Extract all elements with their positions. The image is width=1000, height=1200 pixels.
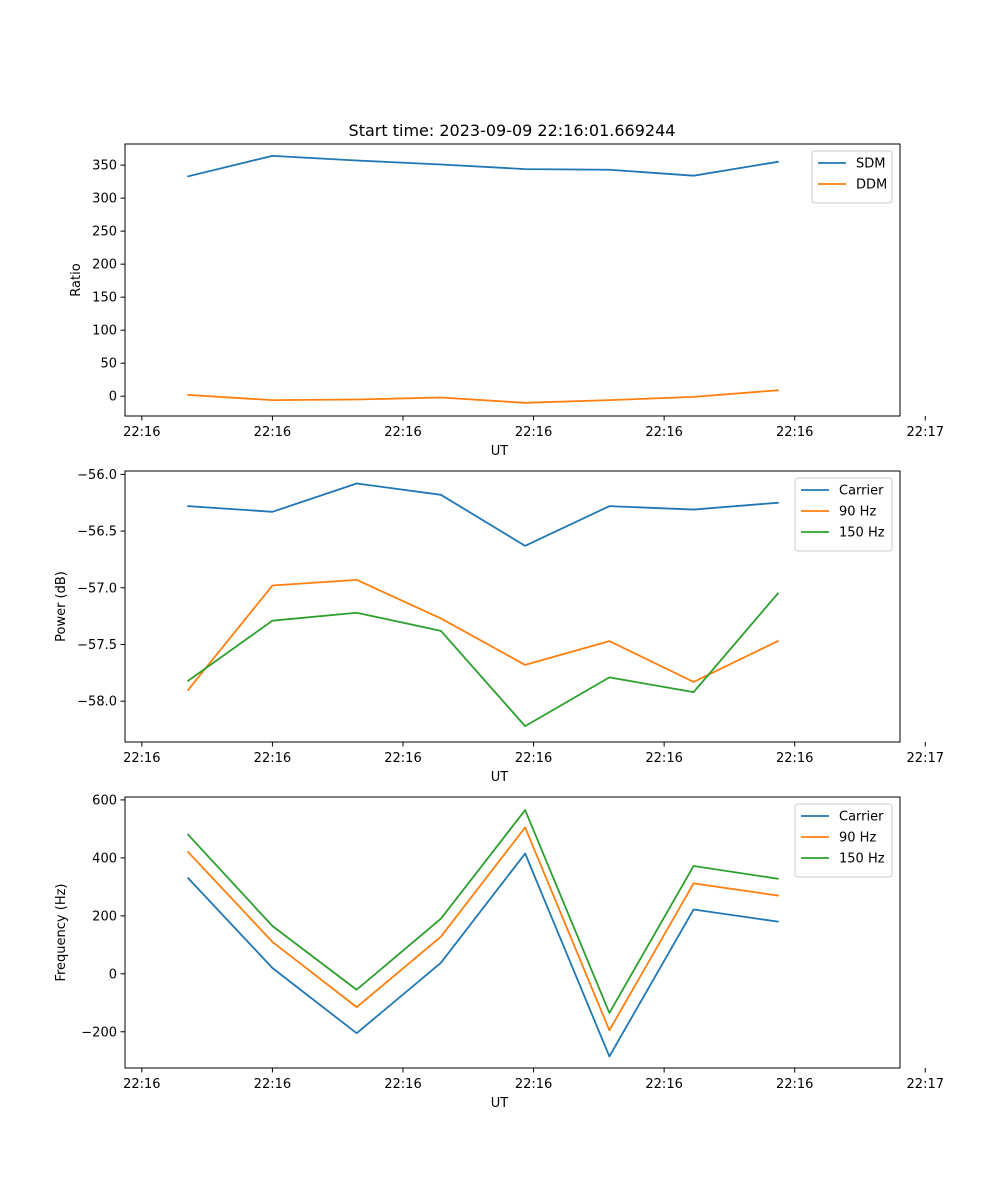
y-tick-label: 600 bbox=[92, 793, 117, 808]
panels: 22:16 22:16 22:16 22:16 22:16 22:16 22:17 0 50 10… bbox=[54, 143, 944, 1111]
y-tick-label: −200 bbox=[81, 1025, 117, 1040]
x-axis-label: UT bbox=[491, 770, 509, 785]
x-tick-label: 22:16 bbox=[123, 751, 160, 766]
series-line-150-hz bbox=[186, 809, 779, 1014]
y-tick-label: −56.0 bbox=[77, 468, 117, 483]
y-tick-label: −56.5 bbox=[77, 525, 117, 540]
x-tick-label: 22:16 bbox=[515, 425, 552, 440]
series-line-carrier bbox=[187, 482, 779, 547]
x-tick-label: 22:16 bbox=[776, 1077, 813, 1092]
series-line-ddm bbox=[187, 389, 779, 404]
x-axis-label: UT bbox=[491, 1096, 509, 1111]
series-line-carrier bbox=[186, 852, 779, 1058]
y-tick-label: −57.5 bbox=[77, 638, 117, 653]
y-tick-label: −57.0 bbox=[77, 581, 117, 596]
chart-panel-power: 22:16 22:16 22:16 22:16 22:16 22:16 22:17 −58.0… bbox=[54, 468, 944, 785]
series-line-150-hz bbox=[186, 592, 780, 728]
y-tick-label: 50 bbox=[100, 357, 117, 372]
y-axis-label: Ratio bbox=[69, 263, 84, 296]
axes-frame bbox=[124, 470, 901, 743]
x-tick-label: 22:16 bbox=[645, 425, 682, 440]
axes-frame bbox=[124, 796, 901, 1069]
y-tick-label: −58.0 bbox=[77, 695, 117, 710]
x-tick-label: 22:16 bbox=[384, 425, 421, 440]
legend-label: 90 Hz bbox=[839, 505, 876, 520]
legend-label: DDM bbox=[856, 178, 887, 193]
x-tick-label: 22:16 bbox=[515, 751, 552, 766]
y-tick-label: 100 bbox=[92, 324, 117, 339]
y-tick-label: 0 bbox=[109, 967, 117, 982]
y-axis-label: Frequency (Hz) bbox=[54, 883, 69, 981]
series-line-sdm bbox=[187, 154, 779, 178]
y-tick-label: 150 bbox=[92, 291, 117, 306]
x-tick-label: 22:16 bbox=[776, 425, 813, 440]
x-tick-label: 22:16 bbox=[254, 1077, 291, 1092]
x-tick-label: 22:16 bbox=[645, 1077, 682, 1092]
legend-label: 150 Hz bbox=[839, 852, 885, 867]
figure-title: Start time: 2023-09-09 22:16:01.669244 bbox=[349, 121, 676, 140]
x-tick-label: 22:17 bbox=[907, 751, 944, 766]
legend: Carrier 90 Hz 150 Hz bbox=[794, 803, 893, 878]
x-tick-label: 22:16 bbox=[123, 1077, 160, 1092]
y-tick-label: 300 bbox=[92, 192, 117, 207]
x-tick-label: 22:16 bbox=[776, 751, 813, 766]
x-axis-label: UT bbox=[491, 444, 509, 459]
y-tick-label: 250 bbox=[92, 225, 117, 240]
legend-label: SDM bbox=[856, 157, 885, 172]
chart-panel-frequency: 22:16 22:16 22:16 22:16 22:16 22:16 22:17 −200 0… bbox=[54, 793, 944, 1111]
x-tick-label: 22:16 bbox=[123, 425, 160, 440]
y-tick-label: 350 bbox=[92, 159, 117, 174]
x-tick-label: 22:17 bbox=[907, 1077, 944, 1092]
x-tick-label: 22:16 bbox=[384, 751, 421, 766]
x-tick-label: 22:16 bbox=[645, 751, 682, 766]
legend-label: Carrier bbox=[839, 484, 884, 499]
axes-frame bbox=[124, 143, 901, 417]
series-line-90-hz bbox=[186, 578, 780, 692]
x-tick-label: 22:16 bbox=[515, 1077, 552, 1092]
series-line-90-hz bbox=[186, 826, 779, 1032]
legend-box bbox=[811, 150, 893, 204]
y-tick-label: 400 bbox=[92, 851, 117, 866]
legend: Carrier 90 Hz 150 Hz bbox=[794, 477, 893, 552]
x-tick-label: 22:16 bbox=[254, 425, 291, 440]
y-tick-label: 200 bbox=[92, 909, 117, 924]
x-tick-label: 22:17 bbox=[907, 425, 944, 440]
chart-panel-ratio: 22:16 22:16 22:16 22:16 22:16 22:16 22:17 0 50 10… bbox=[69, 143, 944, 459]
legend-label: 150 Hz bbox=[839, 526, 885, 541]
y-tick-label: 0 bbox=[109, 390, 117, 405]
y-tick-label: 200 bbox=[92, 258, 117, 273]
legend-label: Carrier bbox=[839, 810, 884, 825]
y-axis-label: Power (dB) bbox=[54, 571, 69, 642]
legend-label: 90 Hz bbox=[839, 831, 876, 846]
x-tick-label: 22:16 bbox=[254, 751, 291, 766]
legend: SDM DDM bbox=[811, 150, 893, 204]
x-tick-label: 22:16 bbox=[384, 1077, 421, 1092]
